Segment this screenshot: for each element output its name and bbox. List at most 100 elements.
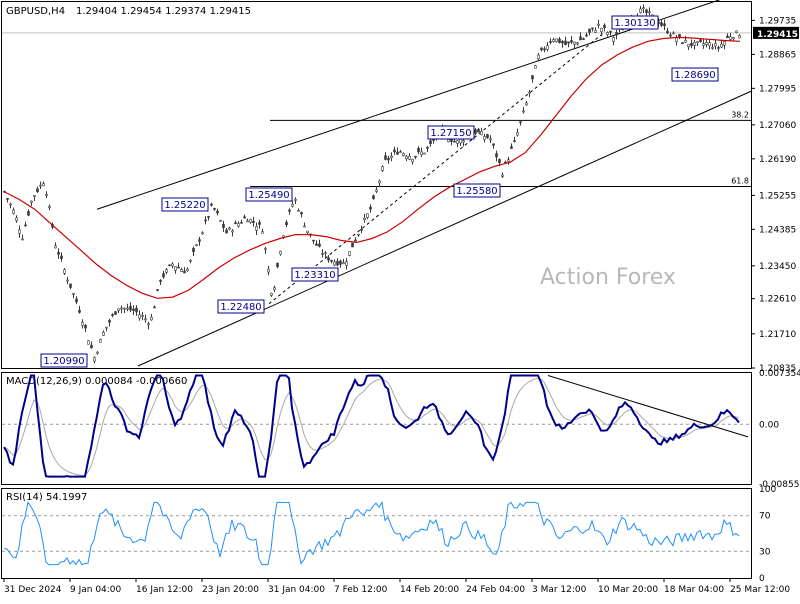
price-level-box [217, 299, 265, 314]
candle-body [669, 34, 672, 37]
candle-body [363, 217, 366, 220]
candle-body [243, 216, 246, 219]
candle-body [639, 8, 642, 13]
rsi-pane-frame [1, 488, 752, 579]
candle-body [264, 248, 267, 250]
candle-body [384, 155, 387, 160]
candle-body [420, 151, 423, 155]
time-axis-label: 24 Feb 04:00 [466, 585, 525, 595]
time-axis-label: 3 Mar 12:00 [532, 585, 587, 595]
candle-body [600, 27, 603, 32]
candle-body [186, 268, 189, 272]
candle-body [525, 102, 528, 106]
rsi-axis-label: 70 [759, 512, 771, 522]
candle-body [90, 345, 93, 349]
candle-body [375, 189, 378, 192]
candle-body [738, 35, 741, 39]
candle-body [84, 324, 87, 329]
candle-body [255, 226, 258, 231]
candle-body [675, 37, 678, 42]
price-pane-frame [1, 1, 752, 369]
candle-body [423, 152, 426, 155]
candle-body [120, 307, 123, 310]
candle-body [144, 318, 147, 321]
candle-body [522, 110, 525, 113]
candle-body [207, 216, 210, 218]
candle-body [732, 37, 735, 40]
macd-pane-frame [1, 372, 752, 485]
candle-body [237, 223, 240, 227]
candle-body [576, 42, 579, 45]
candle-body [204, 219, 207, 222]
candle-body [162, 273, 165, 278]
channel-lower-line [137, 90, 752, 367]
price-level-box [453, 183, 501, 198]
candle-body [330, 259, 333, 262]
candle-body [399, 151, 402, 153]
candle-body [306, 230, 309, 234]
candle-body [408, 155, 411, 160]
candle-body [15, 217, 18, 221]
candle-body [219, 219, 222, 222]
candle-body [87, 340, 90, 345]
candle-body [93, 357, 96, 362]
candle-body [222, 223, 225, 228]
candle-body [168, 264, 171, 267]
candle-body [702, 43, 705, 46]
candle-body [213, 208, 216, 210]
candle-body [723, 41, 726, 46]
candle-body [60, 255, 63, 260]
candle-body [270, 293, 273, 296]
candle-body [183, 270, 186, 274]
candle-body [447, 139, 450, 143]
candle-body [531, 75, 534, 80]
candle-body [354, 239, 357, 242]
candle-body [519, 121, 522, 124]
candle-body [507, 159, 510, 162]
candle-body [717, 47, 720, 49]
candle-body [291, 203, 294, 207]
candle-body [480, 131, 483, 136]
macd-axis-label: 0.007354 [759, 369, 800, 379]
candle-body [30, 200, 33, 203]
price-level-label: 1.30130 [614, 18, 655, 29]
candle-body [735, 30, 738, 33]
candle-body [153, 306, 156, 309]
candle-body [573, 41, 576, 45]
rsi-axis-label: 0 [759, 574, 765, 584]
candle-body [246, 220, 249, 223]
candle-body [528, 91, 531, 94]
candle-body [54, 245, 57, 249]
price-axis-label: 1.28865 [759, 50, 796, 60]
candle-body [699, 39, 702, 42]
candle-body [693, 41, 696, 46]
candle-body [57, 251, 60, 255]
moving-average-line [3, 36, 741, 299]
candle-body [81, 322, 84, 326]
candle-body [6, 198, 9, 200]
price-axis-label: 1.26190 [759, 155, 796, 165]
dashed-trendline [268, 32, 605, 305]
candle-body [240, 222, 243, 224]
time-axis-label: 16 Jan 12:00 [136, 585, 193, 595]
candle-body [357, 233, 360, 236]
candle-body [570, 40, 573, 43]
price-level-box [427, 125, 475, 140]
candle-body [132, 308, 135, 311]
candle-body [48, 206, 51, 209]
candle-body [561, 41, 564, 44]
candle-body [546, 45, 549, 50]
candle-body [579, 36, 582, 41]
price-axis-label: 1.21710 [759, 330, 796, 340]
price-level-box [245, 187, 293, 202]
candle-body [99, 339, 102, 343]
candle-body [21, 238, 24, 241]
candle-body [96, 351, 99, 354]
candle-body [606, 32, 609, 35]
candle-body [612, 37, 615, 42]
candle-body [342, 262, 345, 265]
candle-body [159, 279, 162, 282]
candle-body [582, 38, 585, 40]
price-level-box [611, 15, 659, 30]
